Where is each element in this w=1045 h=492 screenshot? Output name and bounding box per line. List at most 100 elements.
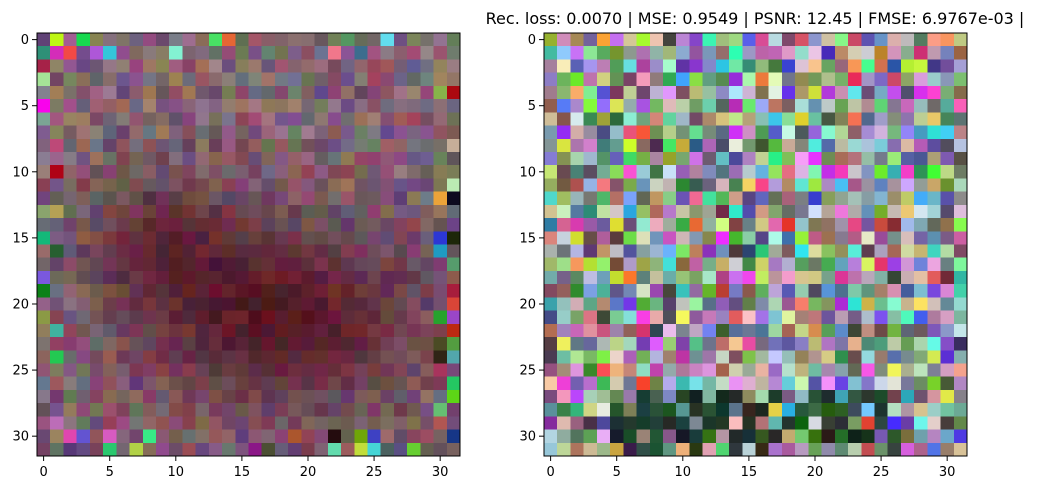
pixel-cell: [768, 151, 783, 166]
pixel-cell: [89, 46, 104, 61]
pixel-cell: [583, 59, 598, 74]
pixel-cell: [116, 297, 131, 312]
pixel-cell: [649, 99, 664, 113]
pixel-cell: [116, 244, 131, 259]
x-tick-label: 10: [675, 465, 692, 480]
pixel-cell: [182, 403, 197, 417]
pixel-cell: [433, 231, 448, 246]
pixel-cell: [182, 337, 197, 351]
pixel-cell: [407, 257, 421, 272]
pixel-cell: [327, 416, 342, 431]
pixel-cell: [76, 112, 91, 127]
pixel-cell: [821, 442, 836, 457]
pixel-cell: [261, 112, 276, 127]
pixel-cell: [953, 59, 968, 74]
pixel-cell: [354, 59, 369, 74]
pixel-cell: [927, 363, 942, 378]
pixel-cell: [715, 218, 730, 232]
pixel-cell: [583, 270, 598, 285]
pixel-cell: [808, 416, 823, 431]
pixel-cell: [821, 350, 836, 365]
pixel-cell: [354, 191, 369, 206]
pixel-cell: [557, 257, 572, 272]
pixel-cell: [182, 46, 197, 61]
pixel-cell: [155, 191, 170, 206]
pixel-cell: [301, 337, 316, 351]
pixel-cell: [702, 191, 717, 206]
pixel-cell: [795, 429, 809, 444]
pixel-cell: [116, 178, 131, 193]
pixel-cell: [702, 323, 717, 338]
pixel-cell: [715, 270, 730, 285]
pixel-cell: [636, 33, 651, 47]
pixel-cell: [103, 165, 117, 180]
pixel-cell: [116, 151, 131, 166]
pixel-cell: [795, 297, 809, 312]
pixel-cell: [557, 310, 572, 325]
pixel-cell: [288, 244, 302, 259]
pixel-cell: [649, 284, 664, 298]
pixel-cell: [354, 270, 369, 285]
pixel-cell: [103, 204, 117, 219]
pixel-cell: [235, 125, 250, 140]
pixel-cell: [914, 59, 928, 74]
pixel-cell: [327, 112, 342, 127]
pixel-cell: [610, 138, 624, 153]
pixel-cell: [261, 270, 276, 285]
pixel-cell: [874, 85, 889, 100]
pixel-cell: [288, 363, 302, 378]
pixel-cell: [380, 297, 395, 312]
pixel-cell: [261, 376, 276, 391]
pixel-cell: [900, 165, 915, 180]
pixel-cell: [261, 151, 276, 166]
pixel-cell: [63, 46, 78, 61]
pixel-cell: [729, 99, 743, 113]
pixel-cell: [755, 297, 770, 312]
pixel-cell: [570, 389, 585, 404]
pixel-cell: [208, 416, 223, 431]
pixel-cell: [288, 99, 302, 113]
pixel-cell: [861, 442, 876, 457]
pixel-cell: [768, 125, 783, 140]
pixel-cell: [649, 337, 664, 351]
pixel-cell: [649, 350, 664, 365]
pixel-cell: [380, 337, 395, 351]
pixel-cell: [662, 257, 677, 272]
pixel-cell: [649, 218, 664, 232]
pixel-cell: [795, 231, 809, 246]
pixel-cell: [715, 33, 730, 47]
pixel-cell: [407, 72, 421, 87]
pixel-cell: [103, 231, 117, 246]
pixel-cell: [155, 99, 170, 113]
pixel-cell: [729, 231, 743, 246]
pixel-cell: [900, 46, 915, 61]
pixel-cell: [314, 270, 329, 285]
pixel-cell: [742, 33, 757, 47]
pixel-cell: [76, 257, 91, 272]
pixel-cell: [953, 231, 968, 246]
pixel-cell: [433, 376, 448, 391]
pixel-cell: [649, 112, 664, 127]
pixel-cell: [544, 204, 558, 219]
pixel-cell: [367, 442, 382, 457]
pixel-cell: [781, 151, 796, 166]
pixel-cell: [914, 46, 928, 61]
pixel-cell: [623, 218, 638, 232]
pixel-cell: [103, 218, 117, 232]
pixel-cell: [689, 151, 704, 166]
pixel-cell: [702, 33, 717, 47]
pixel-cell: [834, 59, 849, 74]
pixel-cell: [288, 323, 302, 338]
pixel-cell: [821, 165, 836, 180]
pixel-cell: [50, 204, 65, 219]
pixel-cell: [649, 125, 664, 140]
pixel-cell: [596, 416, 611, 431]
pixel-cell: [557, 72, 572, 87]
pixel-cell: [182, 389, 197, 404]
pixel-cell: [393, 257, 408, 272]
pixel-cell: [393, 337, 408, 351]
pixel-cell: [768, 429, 783, 444]
pixel-cell: [327, 323, 342, 338]
pixel-cell: [248, 85, 263, 100]
pixel-cell: [235, 244, 250, 259]
